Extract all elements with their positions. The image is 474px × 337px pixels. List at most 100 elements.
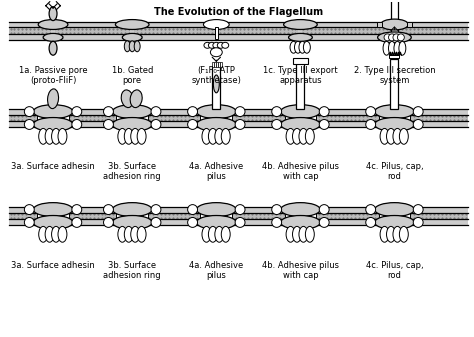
Ellipse shape <box>222 42 228 48</box>
Bar <box>143 213 148 219</box>
Ellipse shape <box>103 205 113 215</box>
Ellipse shape <box>281 203 320 216</box>
Ellipse shape <box>366 217 375 227</box>
Ellipse shape <box>305 128 314 144</box>
Ellipse shape <box>72 120 82 129</box>
Ellipse shape <box>33 118 73 131</box>
Ellipse shape <box>197 118 236 131</box>
Ellipse shape <box>197 215 236 229</box>
Ellipse shape <box>374 118 414 131</box>
Ellipse shape <box>400 226 408 242</box>
Ellipse shape <box>202 128 211 144</box>
Ellipse shape <box>52 128 61 144</box>
Ellipse shape <box>366 106 375 117</box>
Text: 4a. Adhesive
pilus: 4a. Adhesive pilus <box>189 162 244 181</box>
Ellipse shape <box>33 215 73 229</box>
Bar <box>284 115 290 122</box>
Ellipse shape <box>272 217 282 227</box>
Ellipse shape <box>103 120 113 129</box>
Ellipse shape <box>374 105 414 119</box>
Ellipse shape <box>319 205 329 215</box>
Bar <box>299 28 302 34</box>
Ellipse shape <box>217 42 224 48</box>
Ellipse shape <box>45 226 54 242</box>
Ellipse shape <box>389 41 395 55</box>
Ellipse shape <box>378 32 411 43</box>
Ellipse shape <box>118 128 127 144</box>
Bar <box>407 22 412 27</box>
Ellipse shape <box>400 128 408 144</box>
Text: 4a. Adhesive
pilus: 4a. Adhesive pilus <box>189 261 244 280</box>
Ellipse shape <box>386 128 395 144</box>
Ellipse shape <box>272 106 282 117</box>
Ellipse shape <box>299 41 306 53</box>
Text: 1a. Passive pore
(proto-FliF): 1a. Passive pore (proto-FliF) <box>19 66 87 86</box>
Ellipse shape <box>188 217 198 227</box>
Bar <box>117 115 121 122</box>
Ellipse shape <box>281 215 320 229</box>
Bar <box>212 62 214 67</box>
Ellipse shape <box>58 128 67 144</box>
Bar <box>379 213 383 219</box>
Ellipse shape <box>151 120 161 129</box>
Text: 4c. Pilus, cap,
rod: 4c. Pilus, cap, rod <box>365 162 423 181</box>
Bar <box>311 213 316 219</box>
Bar <box>130 28 134 34</box>
Bar <box>143 115 148 122</box>
Bar <box>51 28 55 34</box>
Ellipse shape <box>299 128 308 144</box>
Ellipse shape <box>124 41 130 52</box>
Bar <box>64 115 69 122</box>
Bar <box>9 22 468 28</box>
Ellipse shape <box>197 105 236 119</box>
Ellipse shape <box>294 41 301 53</box>
Bar <box>377 22 382 27</box>
Bar <box>390 55 400 58</box>
Text: 4b. Adhesive pilus
with cap: 4b. Adhesive pilus with cap <box>262 162 339 181</box>
Ellipse shape <box>303 41 310 53</box>
Ellipse shape <box>151 106 161 117</box>
Ellipse shape <box>188 205 198 215</box>
Text: 1c. Type III export
apparatus: 1c. Type III export apparatus <box>263 66 338 86</box>
Ellipse shape <box>112 105 152 119</box>
Ellipse shape <box>49 41 57 55</box>
Ellipse shape <box>39 226 47 242</box>
Ellipse shape <box>221 226 230 242</box>
Ellipse shape <box>103 106 113 117</box>
Ellipse shape <box>413 106 423 117</box>
Ellipse shape <box>129 41 135 52</box>
Text: 4b. Adhesive pilus
with cap: 4b. Adhesive pilus with cap <box>262 261 339 280</box>
Ellipse shape <box>204 42 211 48</box>
Ellipse shape <box>383 41 390 55</box>
Ellipse shape <box>397 34 404 41</box>
Ellipse shape <box>380 226 389 242</box>
Bar <box>9 219 468 225</box>
Ellipse shape <box>210 48 222 57</box>
Ellipse shape <box>292 226 301 242</box>
Bar <box>37 213 42 219</box>
Bar <box>216 62 219 67</box>
Bar <box>379 115 383 122</box>
Ellipse shape <box>209 42 215 48</box>
Bar <box>215 28 218 39</box>
Bar <box>391 59 399 109</box>
Text: 3a. Surface adhesin: 3a. Surface adhesin <box>11 162 95 171</box>
Ellipse shape <box>366 205 375 215</box>
Ellipse shape <box>151 205 161 215</box>
Ellipse shape <box>115 20 149 29</box>
Bar <box>296 62 304 109</box>
Ellipse shape <box>221 128 230 144</box>
Ellipse shape <box>374 203 414 216</box>
Ellipse shape <box>413 217 423 227</box>
Ellipse shape <box>272 205 282 215</box>
Bar <box>9 34 468 40</box>
Ellipse shape <box>24 120 34 129</box>
Ellipse shape <box>121 90 133 108</box>
Ellipse shape <box>380 128 389 144</box>
Ellipse shape <box>38 20 68 29</box>
Ellipse shape <box>235 217 245 227</box>
Bar <box>9 207 468 213</box>
Text: 3b. Surface
adhesion ring: 3b. Surface adhesion ring <box>103 162 161 181</box>
Ellipse shape <box>305 226 314 242</box>
Ellipse shape <box>72 205 82 215</box>
